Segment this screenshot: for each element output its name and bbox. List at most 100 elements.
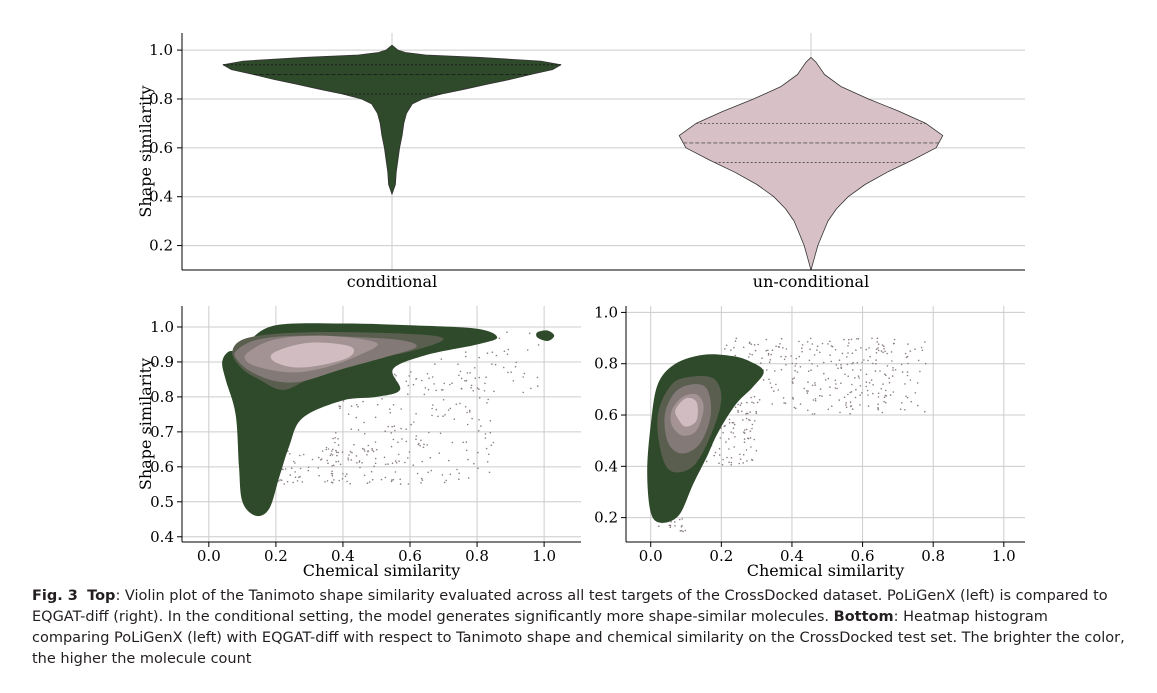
- scatter-point: [333, 479, 335, 481]
- scatter-point: [374, 462, 377, 465]
- scatter-point: [730, 349, 732, 351]
- scatter-point: [872, 384, 874, 386]
- scatter-point: [442, 399, 445, 401]
- heatmap-xlabel: Chemical similarity: [747, 561, 905, 580]
- scatter-point: [808, 359, 811, 362]
- scatter-point: [419, 444, 421, 447]
- scatter-point: [907, 343, 909, 345]
- scatter-point: [298, 476, 300, 479]
- scatter-point: [755, 410, 757, 413]
- scatter-point: [299, 475, 301, 478]
- scatter-point: [395, 462, 398, 464]
- scatter-point: [334, 441, 336, 444]
- scatter-point: [324, 481, 326, 483]
- scatter-point: [348, 454, 350, 456]
- scatter-point: [807, 381, 809, 383]
- scatter-point: [837, 367, 839, 370]
- scatter-point: [811, 343, 814, 345]
- scatter-point: [856, 361, 859, 364]
- scatter-point: [851, 383, 853, 386]
- scatter-point: [816, 365, 819, 367]
- scatter-point: [397, 441, 399, 444]
- heatmap-ytick-label: 0.8: [594, 355, 618, 373]
- scatter-point: [883, 345, 885, 348]
- scatter-point: [372, 450, 375, 453]
- scatter-point: [437, 415, 439, 418]
- scatter-point: [859, 385, 862, 387]
- scatter-point: [743, 429, 746, 431]
- density-level-1: [536, 330, 555, 342]
- scatter-point: [286, 480, 289, 483]
- scatter-point: [811, 413, 814, 415]
- scatter-point: [341, 478, 344, 480]
- scatter-point: [827, 377, 830, 380]
- scatter-point: [470, 384, 473, 387]
- scatter-point: [796, 371, 799, 373]
- scatter-point: [892, 391, 895, 393]
- scatter-point: [325, 448, 328, 451]
- scatter-point: [733, 346, 735, 349]
- scatter-point: [814, 382, 816, 384]
- scatter-point: [881, 411, 884, 414]
- scatter-point: [679, 530, 682, 532]
- scatter-point: [449, 383, 451, 386]
- scatter-point: [503, 350, 506, 353]
- heatmap-ytick-label: 0.4: [150, 528, 174, 546]
- scatter-point: [705, 460, 708, 463]
- scatter-point: [924, 341, 926, 343]
- scatter-point: [408, 451, 411, 453]
- scatter-point: [347, 459, 350, 461]
- scatter-point: [860, 347, 862, 349]
- scatter-point: [440, 389, 443, 391]
- scatter-point: [431, 376, 434, 378]
- scatter-point: [760, 362, 762, 364]
- scatter-point: [480, 425, 482, 427]
- scatter-point: [748, 342, 751, 345]
- scatter-point: [359, 466, 361, 469]
- scatter-point: [380, 478, 383, 481]
- scatter-point: [307, 469, 310, 472]
- scatter-point: [442, 415, 444, 418]
- scatter-point: [813, 413, 816, 415]
- scatter-point: [746, 401, 748, 404]
- scatter-point: [332, 437, 334, 440]
- scatter-point: [795, 362, 797, 365]
- scatter-point: [850, 338, 853, 341]
- scatter-point: [834, 379, 837, 382]
- scatter-point: [792, 396, 794, 399]
- scatter-point: [914, 392, 917, 394]
- scatter-point: [868, 347, 870, 349]
- scatter-point: [872, 392, 874, 395]
- scatter-point: [428, 377, 430, 380]
- scatter-point: [883, 400, 885, 403]
- scatter-point: [845, 404, 847, 406]
- violin-ytick-label: 1.0: [149, 41, 173, 59]
- violin-ylabel: Shape similarity: [136, 85, 155, 217]
- scatter-point: [458, 472, 461, 475]
- scatter-point: [349, 450, 352, 453]
- scatter-point: [415, 413, 417, 415]
- scatter-point: [726, 456, 728, 459]
- scatter-point: [745, 428, 748, 431]
- caption-top-text: : Violin plot of the Tanimoto shape simi…: [32, 588, 1108, 625]
- scatter-point: [810, 369, 812, 372]
- scatter-point: [432, 404, 434, 406]
- scatter-point: [456, 468, 458, 471]
- scatter-point: [749, 419, 751, 422]
- scatter-point: [836, 387, 838, 390]
- scatter-point: [424, 387, 427, 389]
- scatter-point: [498, 337, 501, 340]
- scatter-point: [877, 347, 879, 349]
- scatter-point: [783, 358, 786, 361]
- scatter-point: [801, 350, 803, 353]
- scatter-point: [464, 351, 467, 353]
- scatter-point: [816, 349, 818, 351]
- scatter-point: [752, 402, 755, 404]
- scatter-point: [331, 465, 334, 467]
- scatter-point: [785, 348, 788, 350]
- scatter-point: [484, 437, 487, 439]
- scatter-point: [877, 403, 879, 406]
- scatter-point: [317, 467, 320, 469]
- scatter-point: [528, 332, 531, 335]
- scatter-point: [850, 405, 853, 407]
